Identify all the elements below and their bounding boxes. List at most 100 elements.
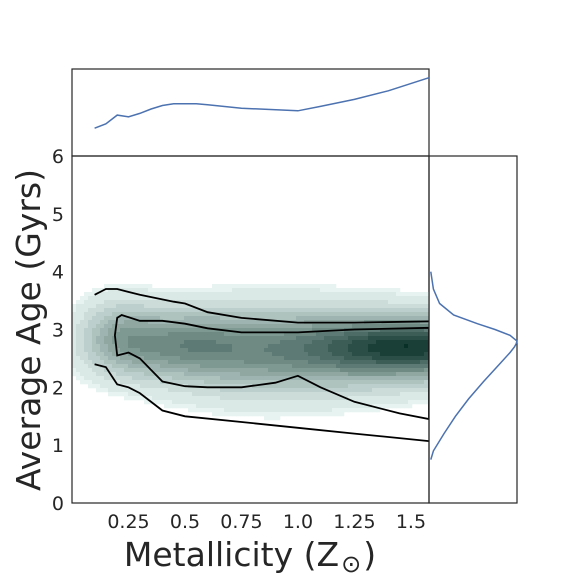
density-cell	[260, 300, 265, 305]
density-cell	[208, 304, 213, 309]
density-cell	[288, 404, 293, 409]
density-cell	[228, 360, 233, 365]
density-cell	[408, 336, 413, 341]
density-cell	[332, 408, 337, 413]
density-cell	[304, 300, 309, 305]
density-cell	[112, 344, 117, 349]
density-cell	[416, 400, 421, 405]
density-cell	[176, 380, 181, 385]
density-cell	[184, 288, 189, 293]
density-cell	[92, 344, 97, 349]
density-cell	[84, 300, 89, 305]
density-cell	[328, 388, 333, 393]
density-cell	[208, 312, 213, 317]
density-cell	[220, 396, 225, 401]
density-cell	[304, 408, 309, 413]
density-cell	[332, 340, 337, 345]
density-cell	[84, 320, 89, 325]
density-cell	[164, 384, 169, 389]
density-cell	[300, 412, 305, 417]
density-cell	[284, 392, 289, 397]
density-cell	[348, 316, 353, 321]
density-cell	[180, 308, 185, 313]
density-cell	[400, 308, 405, 313]
density-cell	[188, 320, 193, 325]
density-cell	[144, 348, 149, 353]
density-cell	[88, 292, 93, 297]
density-cell	[424, 368, 429, 373]
density-cell	[148, 396, 153, 401]
density-cell	[108, 340, 113, 345]
density-cell	[396, 340, 401, 345]
density-cell	[324, 396, 329, 401]
density-cell	[284, 312, 289, 317]
density-cell	[380, 288, 385, 293]
density-cell	[228, 380, 233, 385]
density-cell	[344, 376, 349, 381]
density-cell	[360, 312, 365, 317]
density-cell	[304, 356, 309, 361]
density-cell	[324, 324, 329, 329]
density-cell	[264, 380, 269, 385]
density-cell	[224, 296, 229, 301]
density-cell	[216, 300, 221, 305]
density-cell	[376, 304, 381, 309]
density-cell	[116, 372, 121, 377]
density-cell	[364, 336, 369, 341]
density-cell	[164, 300, 169, 305]
density-cell	[80, 352, 85, 357]
density-cell	[388, 352, 393, 357]
density-cell	[204, 408, 209, 413]
density-cell	[416, 368, 421, 373]
density-cell	[392, 304, 397, 309]
density-cell	[388, 312, 393, 317]
density-cell	[308, 408, 313, 413]
density-cell	[380, 316, 385, 321]
density-cell	[268, 372, 273, 377]
density-cell	[420, 304, 425, 309]
density-cell	[404, 376, 409, 381]
density-cell	[192, 352, 197, 357]
density-cell	[340, 384, 345, 389]
density-cell	[176, 304, 181, 309]
density-cell	[256, 292, 261, 297]
density-cell	[296, 364, 301, 369]
density-cell	[292, 380, 297, 385]
density-cell	[236, 296, 241, 301]
density-cell	[356, 336, 361, 341]
density-cell	[256, 296, 261, 301]
density-cell	[292, 388, 297, 393]
density-cell	[372, 348, 377, 353]
density-cell	[88, 340, 93, 345]
density-cell	[140, 380, 145, 385]
density-cell	[184, 376, 189, 381]
density-cell	[144, 344, 149, 349]
density-cell	[108, 392, 113, 397]
density-cell	[264, 416, 269, 421]
density-cell	[288, 364, 293, 369]
density-cell	[164, 388, 169, 393]
density-cell	[332, 412, 337, 417]
density-cell	[96, 388, 101, 393]
density-cell	[344, 368, 349, 373]
density-cell	[252, 356, 257, 361]
density-cell	[116, 380, 121, 385]
density-cell	[316, 296, 321, 301]
density-cell	[388, 404, 393, 409]
density-cell	[396, 364, 401, 369]
density-cell	[408, 296, 413, 301]
density-cell	[236, 412, 241, 417]
density-cell	[224, 384, 229, 389]
density-cell	[400, 312, 405, 317]
density-cell	[288, 308, 293, 313]
density-cell	[72, 336, 77, 341]
density-cell	[208, 348, 213, 353]
density-cell	[112, 384, 117, 389]
density-cell	[304, 368, 309, 373]
density-cell	[368, 400, 373, 405]
density-cell	[216, 388, 221, 393]
density-cell	[156, 316, 161, 321]
density-cell	[176, 288, 181, 293]
density-cell	[268, 304, 273, 309]
density-cell	[340, 308, 345, 313]
